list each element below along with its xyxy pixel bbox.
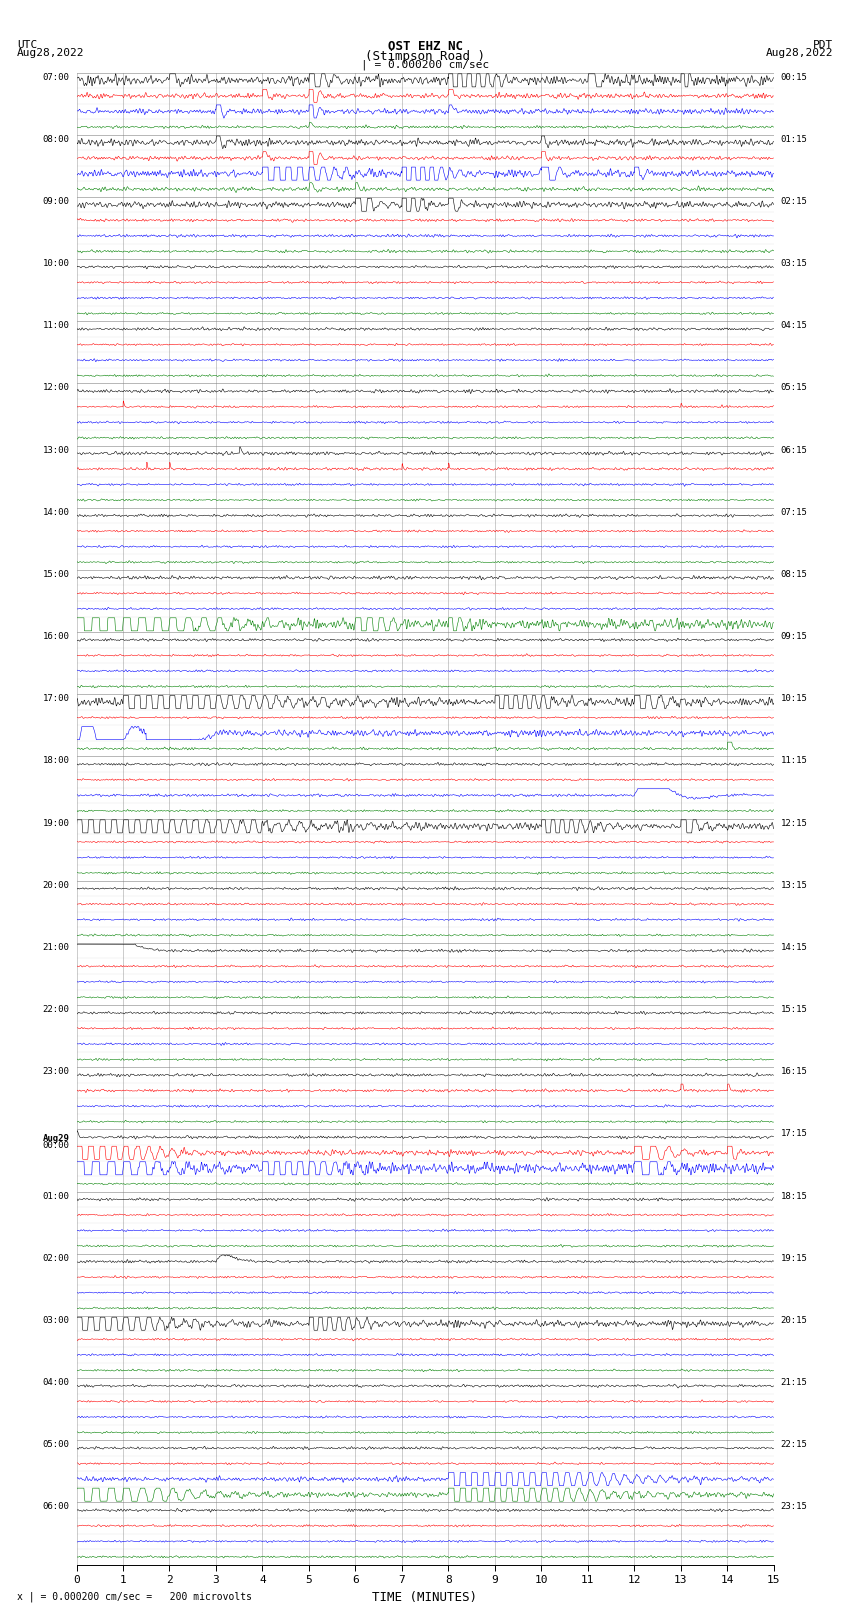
Text: 18:00: 18:00 [42, 756, 70, 766]
Text: 05:00: 05:00 [42, 1440, 70, 1448]
Text: 14:15: 14:15 [780, 944, 808, 952]
Text: Aug28,2022: Aug28,2022 [766, 48, 833, 58]
Text: 10:00: 10:00 [42, 260, 70, 268]
Text: 20:15: 20:15 [780, 1316, 808, 1324]
Text: 03:00: 03:00 [42, 1316, 70, 1324]
Text: OST EHZ NC: OST EHZ NC [388, 40, 462, 53]
Text: 03:15: 03:15 [780, 260, 808, 268]
Text: 21:00: 21:00 [42, 944, 70, 952]
Text: 02:15: 02:15 [780, 197, 808, 206]
Text: 12:00: 12:00 [42, 384, 70, 392]
Text: 23:00: 23:00 [42, 1068, 70, 1076]
Text: PDT: PDT [813, 40, 833, 50]
Text: x | = 0.000200 cm/sec =   200 microvolts: x | = 0.000200 cm/sec = 200 microvolts [17, 1590, 252, 1602]
Text: 14:00: 14:00 [42, 508, 70, 516]
Text: 19:00: 19:00 [42, 819, 70, 827]
Text: Aug29: Aug29 [42, 1134, 70, 1144]
Text: 17:00: 17:00 [42, 694, 70, 703]
Text: 22:00: 22:00 [42, 1005, 70, 1015]
Text: UTC: UTC [17, 40, 37, 50]
Text: 13:15: 13:15 [780, 881, 808, 890]
Text: 02:00: 02:00 [42, 1253, 70, 1263]
Text: 12:15: 12:15 [780, 819, 808, 827]
Text: 11:00: 11:00 [42, 321, 70, 331]
Text: 07:00: 07:00 [42, 73, 70, 82]
Text: 04:00: 04:00 [42, 1378, 70, 1387]
Text: | = 0.000200 cm/sec: | = 0.000200 cm/sec [361, 60, 489, 71]
Text: 15:15: 15:15 [780, 1005, 808, 1015]
Text: 09:00: 09:00 [42, 197, 70, 206]
Text: 04:15: 04:15 [780, 321, 808, 331]
Text: 16:15: 16:15 [780, 1068, 808, 1076]
Text: 20:00: 20:00 [42, 881, 70, 890]
Text: 23:15: 23:15 [780, 1502, 808, 1511]
Text: 16:00: 16:00 [42, 632, 70, 640]
X-axis label: TIME (MINUTES): TIME (MINUTES) [372, 1590, 478, 1603]
Text: 07:15: 07:15 [780, 508, 808, 516]
Text: 13:00: 13:00 [42, 445, 70, 455]
Text: 15:00: 15:00 [42, 569, 70, 579]
Text: (Stimpson Road ): (Stimpson Road ) [365, 50, 485, 63]
Text: 17:15: 17:15 [780, 1129, 808, 1139]
Text: 06:15: 06:15 [780, 445, 808, 455]
Text: 18:15: 18:15 [780, 1192, 808, 1200]
Text: 00:15: 00:15 [780, 73, 808, 82]
Text: 21:15: 21:15 [780, 1378, 808, 1387]
Text: 01:15: 01:15 [780, 135, 808, 144]
Text: 09:15: 09:15 [780, 632, 808, 640]
Text: 08:15: 08:15 [780, 569, 808, 579]
Text: 08:00: 08:00 [42, 135, 70, 144]
Text: 05:15: 05:15 [780, 384, 808, 392]
Text: 01:00: 01:00 [42, 1192, 70, 1200]
Text: Aug28,2022: Aug28,2022 [17, 48, 84, 58]
Text: 00:00: 00:00 [42, 1140, 70, 1150]
Text: 11:15: 11:15 [780, 756, 808, 766]
Text: 06:00: 06:00 [42, 1502, 70, 1511]
Text: 22:15: 22:15 [780, 1440, 808, 1448]
Text: 19:15: 19:15 [780, 1253, 808, 1263]
Text: 10:15: 10:15 [780, 694, 808, 703]
